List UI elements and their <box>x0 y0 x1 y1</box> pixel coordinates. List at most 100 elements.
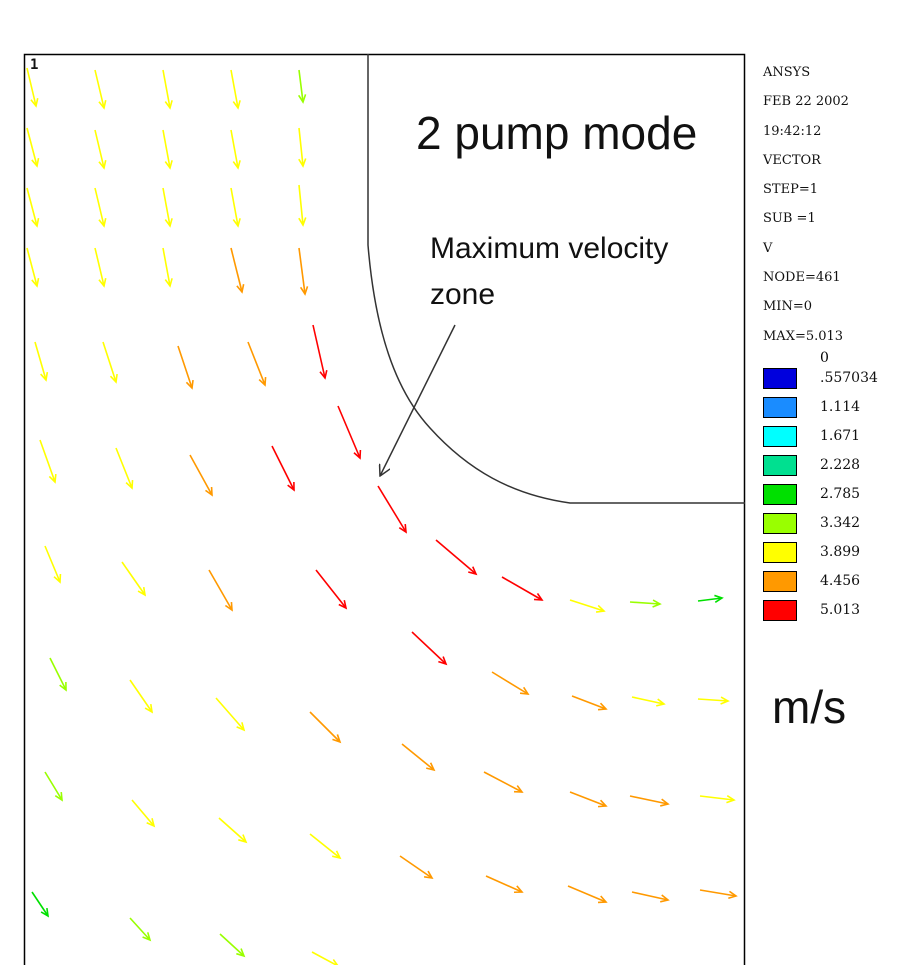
info-plot-type: VECTOR <box>763 152 821 168</box>
velocity-vector <box>129 917 152 942</box>
velocity-vector <box>631 696 666 707</box>
velocity-vector <box>49 657 67 692</box>
legend-value: 3.899 <box>820 544 861 560</box>
window-number: 1 <box>30 57 39 73</box>
velocity-vector <box>94 247 107 288</box>
velocity-vector <box>162 129 173 170</box>
velocity-vector <box>230 69 241 110</box>
legend-value: 4.456 <box>820 573 861 589</box>
legend-entry: 1.114 <box>762 397 860 426</box>
annotation-line-2: zone <box>430 278 496 311</box>
velocity-vector <box>311 951 339 965</box>
velocity-vector <box>44 545 62 584</box>
velocity-vector <box>569 599 606 613</box>
velocity-vector <box>94 129 107 170</box>
legend-entry: 3.342 <box>762 513 860 542</box>
legend-swatch <box>763 368 797 389</box>
velocity-vector <box>26 127 40 168</box>
info-step: STEP=1 <box>763 182 818 198</box>
legend-value: 2.785 <box>820 486 861 502</box>
velocity-vector <box>94 69 107 110</box>
velocity-vector <box>697 594 724 604</box>
legend-swatch <box>763 426 797 447</box>
info-min: MIN=0 <box>763 299 812 315</box>
velocity-vector-field <box>26 67 738 965</box>
velocity-vector <box>230 129 241 170</box>
velocity-vector <box>569 791 608 808</box>
velocity-vector <box>162 187 173 228</box>
info-max: MAX=5.013 <box>763 328 844 344</box>
velocity-vector <box>699 889 738 900</box>
velocity-vector <box>298 184 307 227</box>
legend-entry: 5.013 <box>762 600 860 629</box>
legend-entry: .557034 <box>762 368 878 397</box>
velocity-vector <box>247 341 267 387</box>
velocity-vector <box>102 341 118 384</box>
velocity-vector <box>271 445 295 492</box>
velocity-vector <box>298 127 307 168</box>
color-legend: 0 .557034 1.114 1.671 2.228 2.785 3.342 … <box>762 348 878 629</box>
velocity-vector <box>215 697 246 732</box>
velocity-vector <box>131 799 156 828</box>
annotation-label: Maximum velocity zone <box>430 226 668 318</box>
velocity-vector <box>218 817 248 844</box>
plot-frame <box>23 53 746 965</box>
info-date: FEB 22 2002 <box>763 94 849 110</box>
velocity-vector <box>377 485 407 534</box>
velocity-vector <box>94 187 107 228</box>
info-program: ANSYS <box>763 65 811 80</box>
info-substep: SUB =1 <box>763 211 816 227</box>
legend-swatch <box>763 455 797 476</box>
pump-boundary-curve <box>367 54 745 504</box>
annotation-line-1: Maximum velocity <box>430 232 669 265</box>
velocity-vector <box>629 599 662 608</box>
velocity-vector <box>699 795 736 804</box>
velocity-vector <box>567 885 608 904</box>
velocity-vector <box>309 833 342 860</box>
legend-value: .557034 <box>820 370 878 386</box>
velocity-vector <box>34 341 49 382</box>
velocity-vector <box>39 439 57 484</box>
info-node: NODE=461 <box>763 270 841 286</box>
legend-value: 3.342 <box>820 515 861 531</box>
velocity-vector <box>177 345 194 390</box>
velocity-vector <box>337 405 362 460</box>
velocity-vector <box>297 69 307 104</box>
velocity-vector <box>219 933 246 958</box>
velocity-vector <box>208 569 233 612</box>
velocity-vector <box>401 743 436 772</box>
legend-entry: 1.671 <box>762 426 860 455</box>
velocity-vector <box>631 891 670 903</box>
velocity-vector <box>189 454 213 497</box>
legend-swatch <box>763 513 797 534</box>
velocity-vector <box>31 891 50 918</box>
velocity-vector <box>571 695 608 711</box>
velocity-vector <box>315 569 348 610</box>
info-quantity: V <box>763 240 773 256</box>
legend-value: 1.114 <box>820 399 861 415</box>
legend-entry: 4.456 <box>762 571 860 600</box>
annotation-pointer-arrow <box>380 324 456 476</box>
legend-value: 5.013 <box>820 602 861 618</box>
legend-swatch <box>763 600 797 621</box>
velocity-vector <box>485 875 524 894</box>
legend-entry: 2.228 <box>762 455 860 484</box>
legend-value: 1.671 <box>820 428 861 444</box>
velocity-vector <box>298 247 309 296</box>
velocity-vector <box>115 447 134 490</box>
velocity-vector <box>411 631 448 666</box>
velocity-vector <box>435 539 478 576</box>
velocity-vector <box>501 576 544 601</box>
velocity-vector <box>230 247 245 294</box>
velocity-vector <box>399 855 434 880</box>
velocity-vector <box>309 711 342 744</box>
legend-min-value: 0 <box>820 350 829 366</box>
velocity-vector <box>44 771 63 802</box>
velocity-vector <box>162 247 173 288</box>
velocity-vector <box>697 696 730 705</box>
mode-title: 2 pump mode <box>416 107 698 159</box>
velocity-vector <box>162 69 173 110</box>
legend-entry: 2.785 <box>762 484 860 513</box>
